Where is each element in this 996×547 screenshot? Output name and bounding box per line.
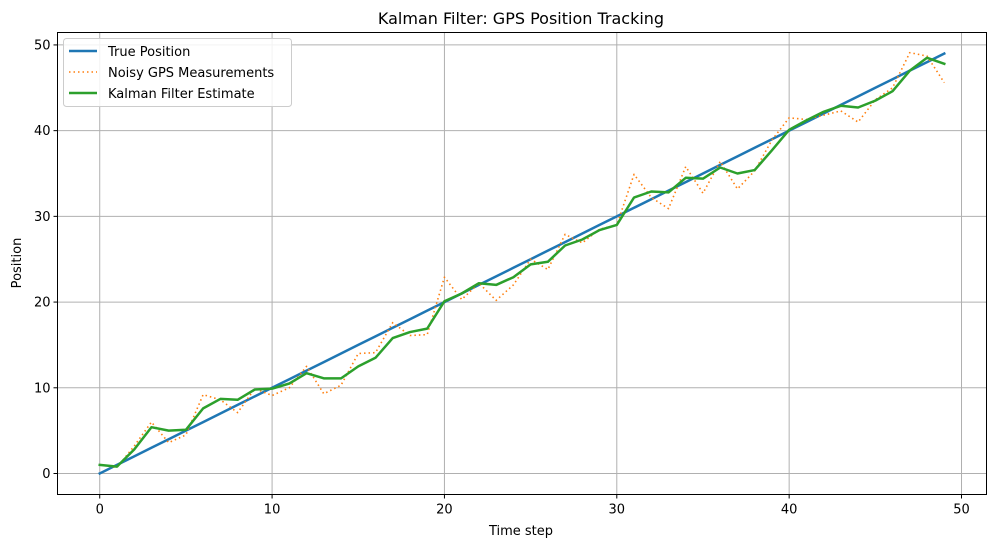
y-tick-label: 50 xyxy=(34,38,51,53)
legend-label-kalman-estimate: Kalman Filter Estimate xyxy=(108,87,255,102)
y-axis-label: Position xyxy=(10,238,25,289)
x-tick-label: 50 xyxy=(953,503,970,518)
chart-title: Kalman Filter: GPS Position Tracking xyxy=(378,9,664,28)
x-tick-label: 10 xyxy=(264,503,281,518)
series-line-noisy-gps-measurements xyxy=(99,51,945,469)
x-tick-label: 30 xyxy=(609,503,626,518)
plot-frame xyxy=(57,32,987,495)
legend-label-noisy-gps: Noisy GPS Measurements xyxy=(108,66,274,81)
x-tick-label: 20 xyxy=(436,503,453,518)
series-line-true-position xyxy=(98,51,946,476)
y-tick-label: 20 xyxy=(34,296,51,311)
x-tick-label: 0 xyxy=(96,503,104,518)
y-tick-label: 30 xyxy=(34,210,51,225)
series-line-kalman-filter-estimate xyxy=(98,56,946,468)
ticks-layer: 0 10 20 30 40 50 0 10 20 30 40 50 xyxy=(34,38,970,517)
series-layer xyxy=(98,51,946,476)
y-tick-label: 40 xyxy=(34,124,51,139)
x-axis-label: Time step xyxy=(488,524,553,539)
legend: True Position Noisy GPS Measurements Kal… xyxy=(63,38,292,107)
x-tick-label: 40 xyxy=(781,503,798,518)
y-tick-label: 10 xyxy=(34,381,51,396)
legend-label-true-position: True Position xyxy=(107,45,190,60)
legend-entry-true-position: True Position xyxy=(69,45,190,60)
legend-entry-noisy-gps: Noisy GPS Measurements xyxy=(69,66,274,81)
legend-box xyxy=(63,38,292,107)
legend-entry-kalman-estimate: Kalman Filter Estimate xyxy=(69,87,255,102)
y-tick-label: 0 xyxy=(42,467,50,482)
